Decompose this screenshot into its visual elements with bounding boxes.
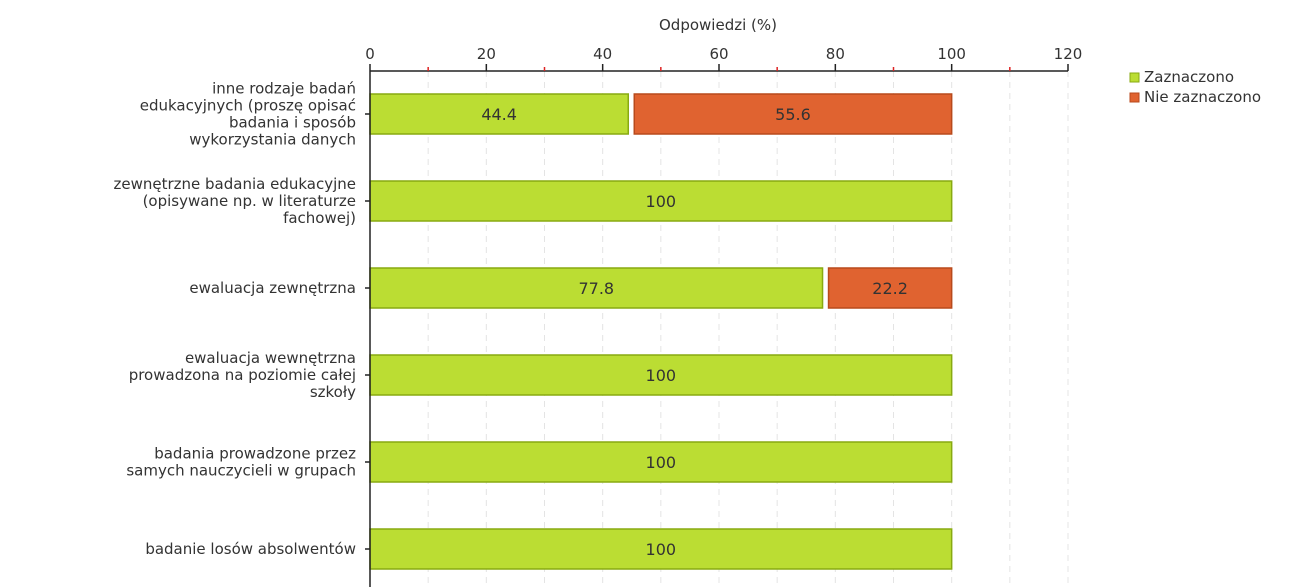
x-tick-label: 0 xyxy=(365,45,375,63)
legend-label: Zaznaczono xyxy=(1144,68,1234,86)
data-label: 22.2 xyxy=(872,279,908,298)
data-label: 77.8 xyxy=(578,279,614,298)
data-label: 100 xyxy=(646,366,677,385)
category-label-line: fachowej) xyxy=(283,209,356,227)
legend-swatch xyxy=(1129,92,1140,103)
category-label-line: ewaluacja wewnętrzna xyxy=(185,349,356,367)
data-label: 100 xyxy=(646,453,677,472)
category-label: zewnętrzne badania edukacyjne (opisywane … xyxy=(114,175,357,227)
legend-swatch xyxy=(1129,72,1140,83)
bar-segment xyxy=(369,441,953,483)
category-label-line: szkoły xyxy=(310,383,356,401)
data-label: 44.4 xyxy=(481,105,517,124)
category-label-line: inne rodzaje badań xyxy=(212,80,356,98)
bar-segment xyxy=(369,528,953,570)
category-label: inne rodzaje badań edukacyjnych (proszę o… xyxy=(140,80,356,149)
x-tick-label: 80 xyxy=(826,45,845,63)
category-label-line: badanie losów absolwentów xyxy=(145,540,356,558)
data-label: 100 xyxy=(646,192,677,211)
x-tick-label: 60 xyxy=(709,45,728,63)
x-tick-label: 120 xyxy=(1054,45,1083,63)
category-label: ewaluacja wewnętrzna prowadzona na poziom… xyxy=(129,349,356,401)
legend-label: Nie zaznaczono xyxy=(1144,88,1261,106)
x-tick-label: 100 xyxy=(937,45,966,63)
bar-segment xyxy=(827,267,953,309)
category-label-line: prowadzona na poziomie całej xyxy=(129,366,356,384)
x-axis-title: Odpowiedzi (%) xyxy=(659,16,777,34)
bar-segment xyxy=(369,354,953,396)
category-label-line: zewnętrzne badania edukacyjne xyxy=(114,175,357,193)
category-label: ewaluacja zewnętrzna xyxy=(189,279,356,297)
legend: Zaznaczono Nie zaznaczono xyxy=(1129,68,1261,106)
category-label-line: edukacyjnych (proszę opisać xyxy=(140,97,356,115)
category-label-line: (opisywane np. w literaturze xyxy=(143,192,356,210)
data-label: 100 xyxy=(646,540,677,559)
grid-lines xyxy=(427,71,1069,587)
category-label: badania prowadzone przez samych nauczycie… xyxy=(126,445,356,480)
category-label-line: badania prowadzone przez xyxy=(154,445,356,463)
bars: 44.4 55.6 100 77.8 22.2 100 100 100 xyxy=(369,93,953,570)
category-label-line: badania i sposób xyxy=(229,114,356,132)
bar-segment xyxy=(633,93,953,135)
category-label-line: wykorzystania danych xyxy=(189,131,356,149)
x-tick-label: 20 xyxy=(477,45,496,63)
x-axis: 0 20 40 60 80 100 120 xyxy=(365,45,1082,587)
category-labels: inne rodzaje badań edukacyjnych (proszę o… xyxy=(114,80,357,559)
bar-segment xyxy=(369,267,824,309)
category-label: badanie losów absolwentów xyxy=(145,540,356,558)
category-label-line: samych nauczycieli w grupach xyxy=(126,462,356,480)
x-tick-label: 40 xyxy=(593,45,612,63)
data-label: 55.6 xyxy=(775,105,811,124)
bar-segment xyxy=(369,180,953,222)
category-label-line: ewaluacja zewnętrzna xyxy=(189,279,356,297)
